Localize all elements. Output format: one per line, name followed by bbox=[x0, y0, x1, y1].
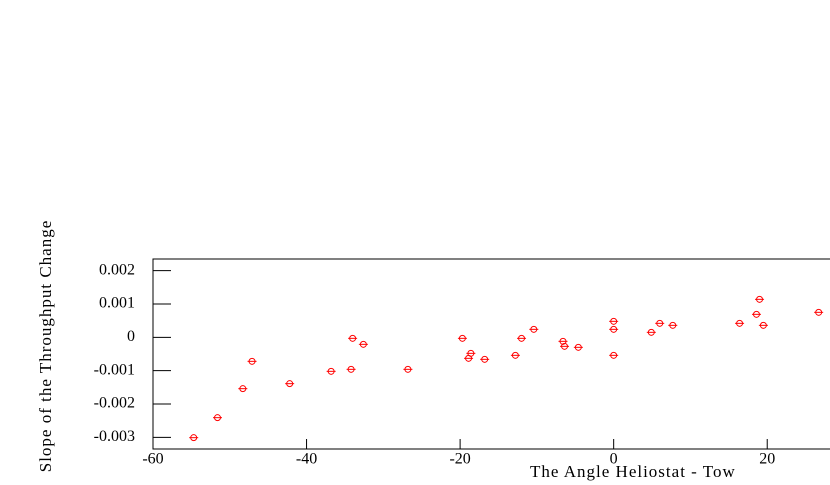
y-tick-label: 0 bbox=[127, 328, 135, 345]
point bbox=[560, 342, 570, 350]
point bbox=[573, 343, 583, 351]
y-tick-label: 0.001 bbox=[99, 295, 135, 312]
point bbox=[346, 365, 356, 373]
x-tick-label: -20 bbox=[449, 451, 470, 468]
point bbox=[609, 325, 619, 333]
point bbox=[510, 351, 520, 359]
point bbox=[558, 337, 568, 345]
y-tick-label: -0.001 bbox=[94, 361, 135, 378]
point bbox=[609, 351, 619, 359]
point bbox=[457, 334, 467, 342]
point bbox=[238, 385, 248, 393]
point bbox=[655, 319, 665, 327]
point bbox=[285, 380, 295, 388]
x-axis-label: The Angle Heliostat - Tow bbox=[530, 462, 736, 481]
point bbox=[751, 310, 761, 318]
point bbox=[755, 295, 765, 303]
point bbox=[529, 325, 539, 333]
point bbox=[358, 340, 368, 348]
point bbox=[466, 349, 476, 357]
x-tick-label: -60 bbox=[142, 451, 163, 468]
point bbox=[609, 317, 619, 325]
x-tick-label: 0 bbox=[610, 451, 618, 468]
point bbox=[668, 321, 678, 329]
point bbox=[814, 308, 824, 316]
point bbox=[480, 355, 490, 363]
x-tick-label: -40 bbox=[296, 451, 317, 468]
point bbox=[758, 321, 768, 329]
y-tick-label: 0.002 bbox=[99, 261, 135, 278]
y-tick-label: -0.002 bbox=[94, 395, 135, 412]
x-tick-label: 20 bbox=[759, 451, 775, 468]
point bbox=[735, 319, 745, 327]
point bbox=[646, 328, 656, 336]
point bbox=[348, 334, 358, 342]
point bbox=[189, 434, 199, 442]
point bbox=[326, 367, 336, 375]
point bbox=[247, 357, 257, 365]
point bbox=[517, 334, 527, 342]
point bbox=[403, 365, 413, 373]
y-axis-label: Slope of the Throughput Change bbox=[36, 220, 55, 473]
point bbox=[212, 414, 222, 422]
plot-frame bbox=[152, 258, 830, 450]
y-tick-label: -0.003 bbox=[94, 428, 135, 445]
